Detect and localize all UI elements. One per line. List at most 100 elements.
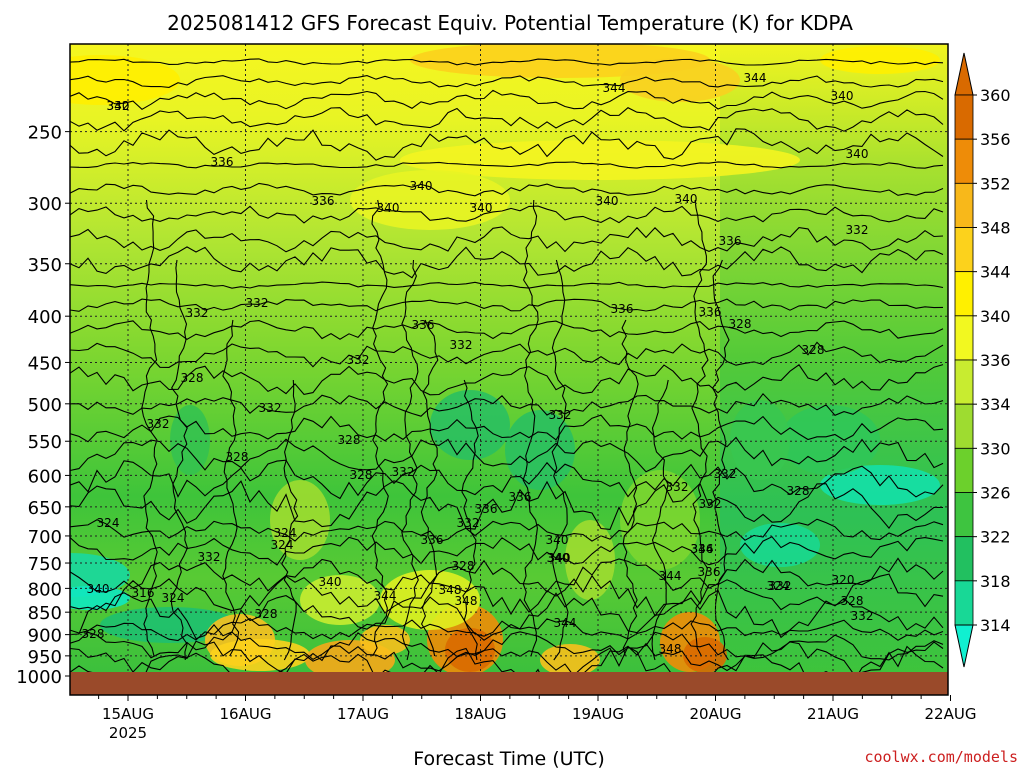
contour-label: 344 bbox=[659, 569, 682, 583]
y-tick-label: 800 bbox=[28, 579, 62, 600]
contour-lines bbox=[70, 58, 944, 672]
contour-label: 328 bbox=[787, 484, 810, 498]
contour-line bbox=[70, 161, 944, 169]
colorbar-segment bbox=[954, 315, 974, 361]
field-blob bbox=[350, 170, 510, 230]
contour-line bbox=[70, 573, 944, 617]
contour-line bbox=[70, 226, 944, 253]
contour-line bbox=[70, 631, 944, 661]
colorbar-label: 344 bbox=[980, 263, 1011, 282]
contour-label: 336 bbox=[412, 318, 435, 332]
contour-line bbox=[70, 298, 944, 312]
y-tick-label: 850 bbox=[28, 603, 62, 624]
field-blob bbox=[170, 405, 210, 475]
contour-line bbox=[651, 379, 669, 661]
contour-label: 344 bbox=[691, 542, 714, 556]
contour-label: 336 bbox=[698, 565, 721, 579]
contour-label: 340 bbox=[546, 533, 569, 547]
contour-label: 336 bbox=[312, 194, 335, 208]
contour-label: 332 bbox=[666, 480, 689, 494]
contour-label: 332 bbox=[851, 609, 874, 623]
contour-label: 336 bbox=[611, 302, 634, 316]
contour-line bbox=[170, 259, 188, 661]
contour-label: 344 bbox=[744, 71, 767, 85]
contour-label: 324 bbox=[271, 538, 294, 552]
contour-label: 340 bbox=[547, 551, 570, 565]
contour-label: 332 bbox=[699, 497, 722, 511]
contour-label: 332 bbox=[714, 467, 737, 481]
contour-line bbox=[371, 199, 389, 657]
contour-label: 328 bbox=[452, 559, 475, 573]
contour-line bbox=[70, 246, 944, 279]
contour-line bbox=[70, 414, 944, 443]
field-blob bbox=[100, 607, 240, 643]
colorbar-label: 334 bbox=[980, 395, 1011, 414]
contour-line bbox=[420, 319, 439, 657]
x-axis: 15AUG 16AUG 17AUG 18AUG 19AUG 20AUG 21AUG 22AUG bbox=[98, 695, 976, 723]
colorbar-segment bbox=[954, 182, 974, 228]
contour-label: 336 bbox=[211, 155, 234, 169]
contour-line bbox=[711, 259, 730, 661]
contour-label: 320 bbox=[832, 573, 855, 587]
contour-line bbox=[70, 281, 944, 289]
contour-label: 340 bbox=[675, 192, 698, 206]
contour-label: 336 bbox=[475, 502, 498, 516]
contour-line bbox=[70, 459, 944, 500]
field-blob bbox=[380, 570, 480, 630]
contour-label: 324 bbox=[274, 526, 297, 540]
contour-line bbox=[70, 536, 944, 566]
contour-line bbox=[70, 518, 944, 543]
contour-label: 348 bbox=[455, 594, 478, 608]
ground-strip bbox=[70, 672, 948, 695]
contour-line bbox=[281, 379, 299, 661]
field-blob bbox=[360, 625, 410, 655]
contour-label: 332 bbox=[392, 465, 415, 479]
contour-label: 336 bbox=[691, 542, 714, 556]
field-blob bbox=[270, 480, 330, 560]
contour-label: 328 bbox=[841, 594, 864, 608]
contour-label: 316 bbox=[132, 586, 155, 600]
credit-text: coolwx.com/models bbox=[864, 748, 1018, 766]
contour-label: 344 bbox=[374, 589, 397, 603]
colorbar: 360 356 352 348 344 340 336 334 330 326 322 318 314 bbox=[954, 52, 1011, 668]
y-tick-label: 500 bbox=[28, 395, 62, 416]
colorbar-segment bbox=[954, 227, 974, 273]
colorbar-label: 340 bbox=[980, 307, 1011, 326]
colorbar-segment bbox=[954, 580, 974, 626]
contour-line bbox=[70, 320, 944, 340]
contour-line bbox=[70, 128, 944, 161]
field-blob bbox=[740, 523, 820, 567]
contour-line bbox=[70, 436, 944, 473]
colorbar-label: 336 bbox=[980, 351, 1011, 370]
colorbar-label: 322 bbox=[980, 528, 1011, 547]
field-blob bbox=[430, 390, 510, 460]
chart-title: 2025081412 GFS Forecast Equiv. Potential… bbox=[167, 11, 853, 35]
contour-label: 336 bbox=[699, 305, 722, 319]
contour-line bbox=[70, 645, 944, 672]
contour-label: 348 bbox=[439, 583, 462, 597]
x-tick-label: 16AUG bbox=[220, 705, 272, 723]
contour-label: 332 bbox=[347, 353, 370, 367]
x-tick-label: 15AUG bbox=[102, 705, 154, 723]
contour-label: 332 bbox=[457, 516, 480, 530]
contour-label: 336 bbox=[509, 490, 532, 504]
field-blob bbox=[565, 520, 615, 600]
field-blob bbox=[620, 470, 700, 570]
colorbar-label: 314 bbox=[980, 616, 1011, 635]
colorbar-segment bbox=[954, 536, 974, 582]
contour-line bbox=[70, 589, 944, 640]
colorbar-segment bbox=[954, 138, 974, 184]
x-sub-label: 2025 bbox=[109, 724, 147, 742]
y-tick-label: 650 bbox=[28, 498, 62, 519]
contour-label: 340 bbox=[596, 194, 619, 208]
plot-frame bbox=[69, 43, 949, 696]
contour-line bbox=[222, 319, 240, 657]
colorbar-label: 360 bbox=[980, 86, 1011, 105]
colorbar-top-arrow bbox=[954, 52, 974, 96]
contour-line bbox=[70, 58, 944, 66]
x-tick-label: 20AUG bbox=[690, 705, 742, 723]
contour-label: 340 bbox=[470, 201, 493, 215]
